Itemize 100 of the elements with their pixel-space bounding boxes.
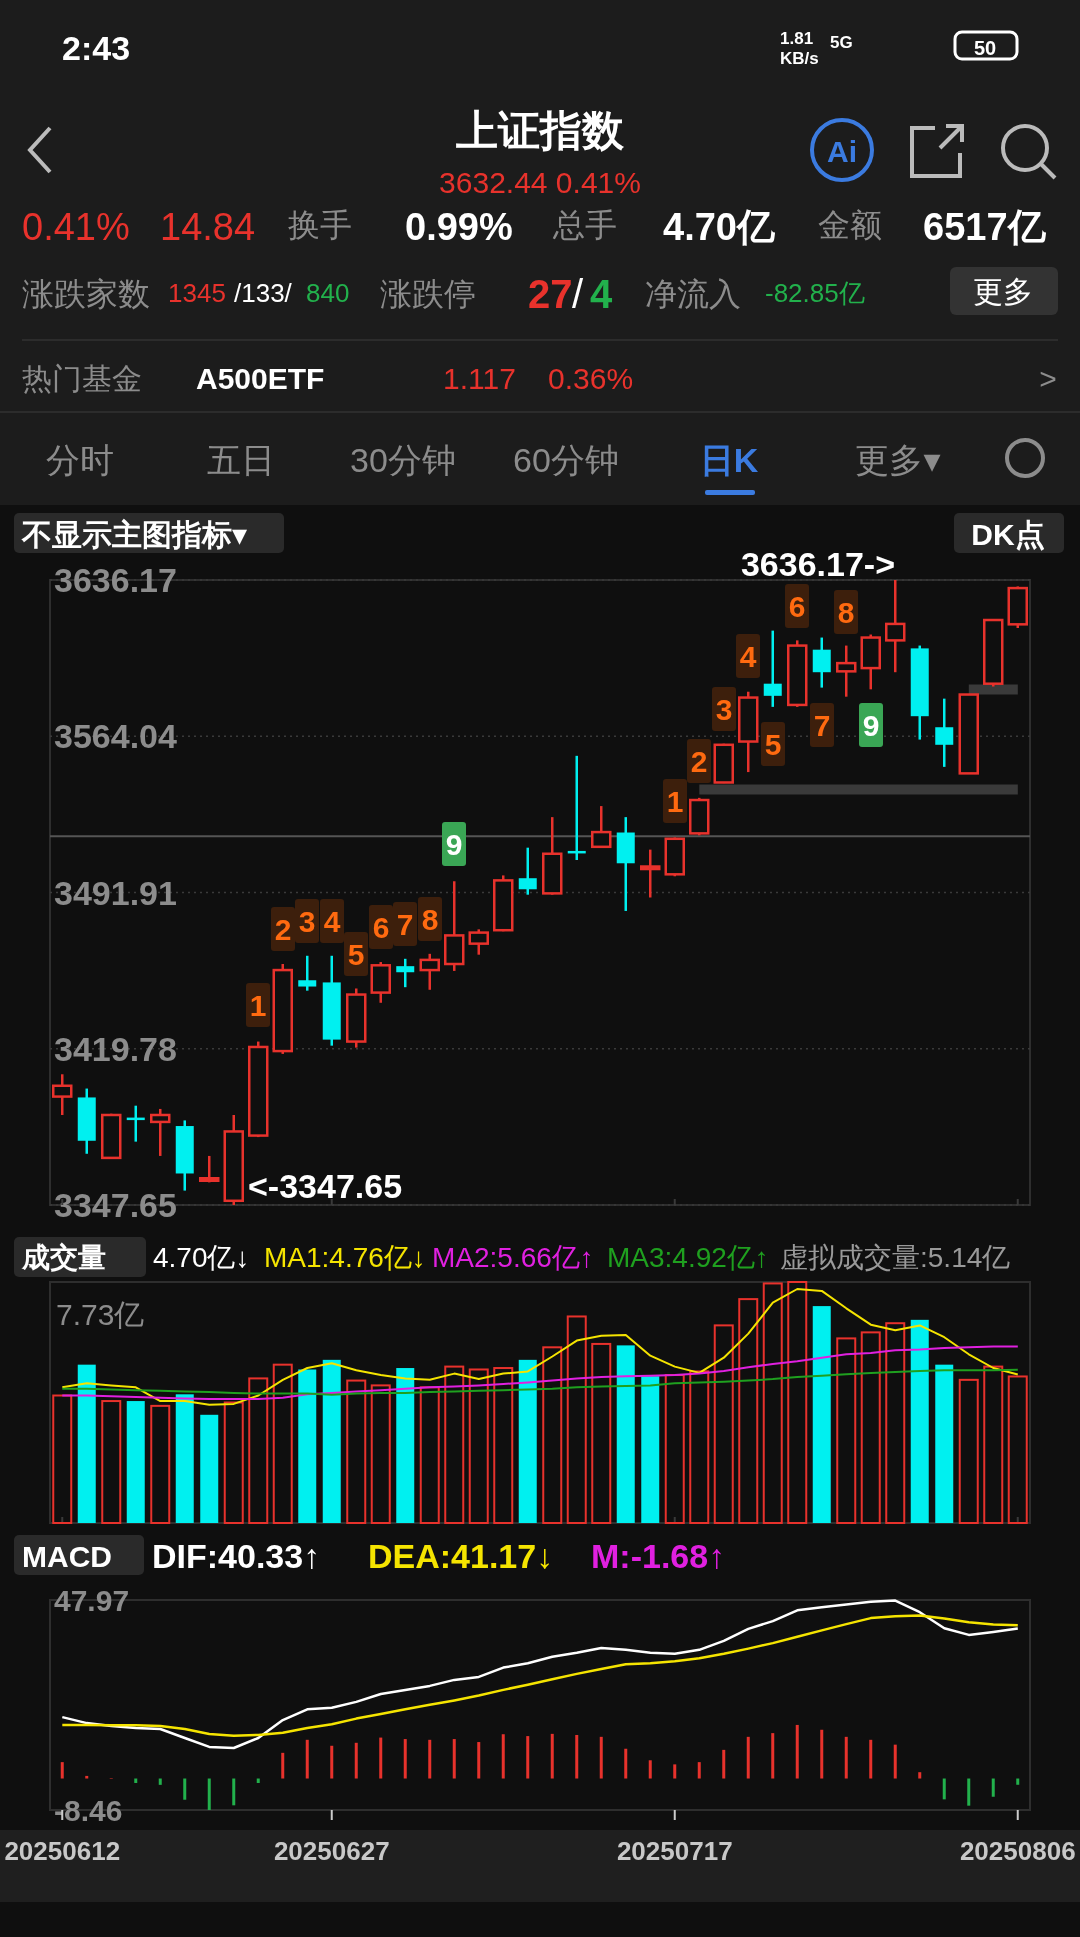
text: 金额	[818, 207, 882, 243]
bar	[869, 1739, 873, 1779]
bar	[762, 1282, 783, 1524]
text: 日K	[699, 441, 759, 479]
bar	[983, 1365, 1004, 1524]
text: 27	[528, 272, 573, 316]
text: -82.85亿	[765, 278, 865, 308]
candlestick	[836, 644, 857, 698]
annotation: 7	[396, 908, 414, 941]
bar	[403, 1739, 407, 1779]
text: 5G	[830, 33, 853, 52]
y-tick-label: -8.46	[54, 1793, 123, 1827]
bar	[60, 1762, 64, 1779]
x-tick-label: 20250717	[616, 1836, 733, 1866]
annotation: 7.73亿	[56, 1298, 145, 1331]
text: 840	[306, 278, 350, 308]
x-tick-label: 20250612	[4, 1836, 121, 1866]
annotation: 4	[739, 640, 757, 673]
bar	[893, 1744, 897, 1779]
x-tick-label: 20250806	[959, 1836, 1076, 1866]
bar	[452, 1739, 456, 1779]
bar	[322, 1359, 341, 1523]
bar	[689, 1370, 710, 1524]
bar	[967, 1778, 971, 1806]
bar	[501, 1734, 505, 1779]
text: 净流入	[645, 276, 741, 312]
text: 五日	[207, 441, 275, 479]
bar	[991, 1778, 995, 1797]
annotation: 4	[323, 905, 341, 938]
text: 2:43	[62, 29, 131, 67]
text: 更多▾	[855, 441, 941, 479]
text: 0.36%	[548, 362, 634, 395]
bar	[175, 1394, 194, 1523]
bar	[591, 1342, 612, 1524]
chart-title: 上证指数	[455, 107, 625, 154]
bar	[428, 1739, 432, 1779]
bar	[746, 1736, 750, 1779]
bar	[713, 1324, 734, 1524]
text: 热门基金	[22, 362, 142, 395]
text: DEA:41.17↓	[368, 1537, 554, 1575]
bar	[935, 1364, 954, 1523]
bar	[844, 1736, 848, 1779]
y-tick-label: 3564.04	[54, 717, 177, 756]
text: MA3:4.92亿↑	[607, 1242, 769, 1273]
bar	[566, 1315, 587, 1524]
text: A500ETF	[196, 362, 325, 395]
annotation: 6	[788, 590, 806, 623]
text: 6517亿	[923, 206, 1047, 248]
bar	[298, 1369, 317, 1523]
candlestick	[396, 957, 415, 989]
text: MA1:4.76亿↓	[264, 1242, 426, 1273]
y-tick-label: 3491.91	[54, 873, 177, 912]
candlestick	[812, 636, 831, 689]
annotation: 5	[764, 728, 782, 761]
candlestick	[52, 1073, 73, 1117]
candlestick	[763, 629, 782, 709]
annotation: 3636.17->	[740, 545, 895, 583]
annotation: 7	[813, 709, 831, 742]
bar	[771, 1733, 775, 1779]
text: KB/s	[780, 49, 819, 68]
bar	[272, 1363, 293, 1524]
bar	[248, 1377, 269, 1524]
bar	[52, 1394, 73, 1524]
bar	[575, 1734, 579, 1779]
text: 4.70亿	[663, 206, 776, 248]
text: /	[572, 272, 584, 316]
annotation: 9	[862, 709, 880, 742]
candlestick	[591, 804, 612, 849]
text: 换手	[288, 207, 352, 243]
text: 4.70亿↓	[153, 1242, 250, 1273]
text: 0.41%	[22, 206, 130, 248]
bar	[77, 1364, 96, 1523]
bar	[599, 1736, 603, 1779]
chart-title: 成交量	[21, 1242, 106, 1273]
text: 虚拟成交量:5.14亿	[780, 1242, 1011, 1273]
bar	[820, 1729, 824, 1779]
bar	[1007, 1375, 1028, 1524]
text: /133/	[234, 278, 293, 308]
bar	[910, 1319, 929, 1523]
bar	[330, 1745, 334, 1779]
bar	[624, 1748, 628, 1779]
bar	[942, 1778, 946, 1800]
annotation: 2	[690, 745, 708, 778]
bar	[396, 1368, 415, 1523]
text: 4	[590, 272, 613, 316]
candlestick	[885, 578, 906, 674]
text: M:-1.68↑	[591, 1537, 726, 1575]
bar	[518, 1359, 537, 1523]
candlestick	[199, 1154, 220, 1184]
text: 30分钟	[350, 441, 456, 479]
candlestick	[935, 697, 954, 769]
annotation: 5	[347, 938, 365, 971]
bar	[468, 1368, 489, 1524]
candlestick	[298, 954, 317, 992]
text: 1.117	[443, 362, 516, 395]
bar	[738, 1298, 759, 1524]
bar	[158, 1778, 162, 1785]
chart-title: MACD	[22, 1540, 112, 1573]
bar	[836, 1337, 857, 1524]
bar	[918, 1772, 922, 1779]
